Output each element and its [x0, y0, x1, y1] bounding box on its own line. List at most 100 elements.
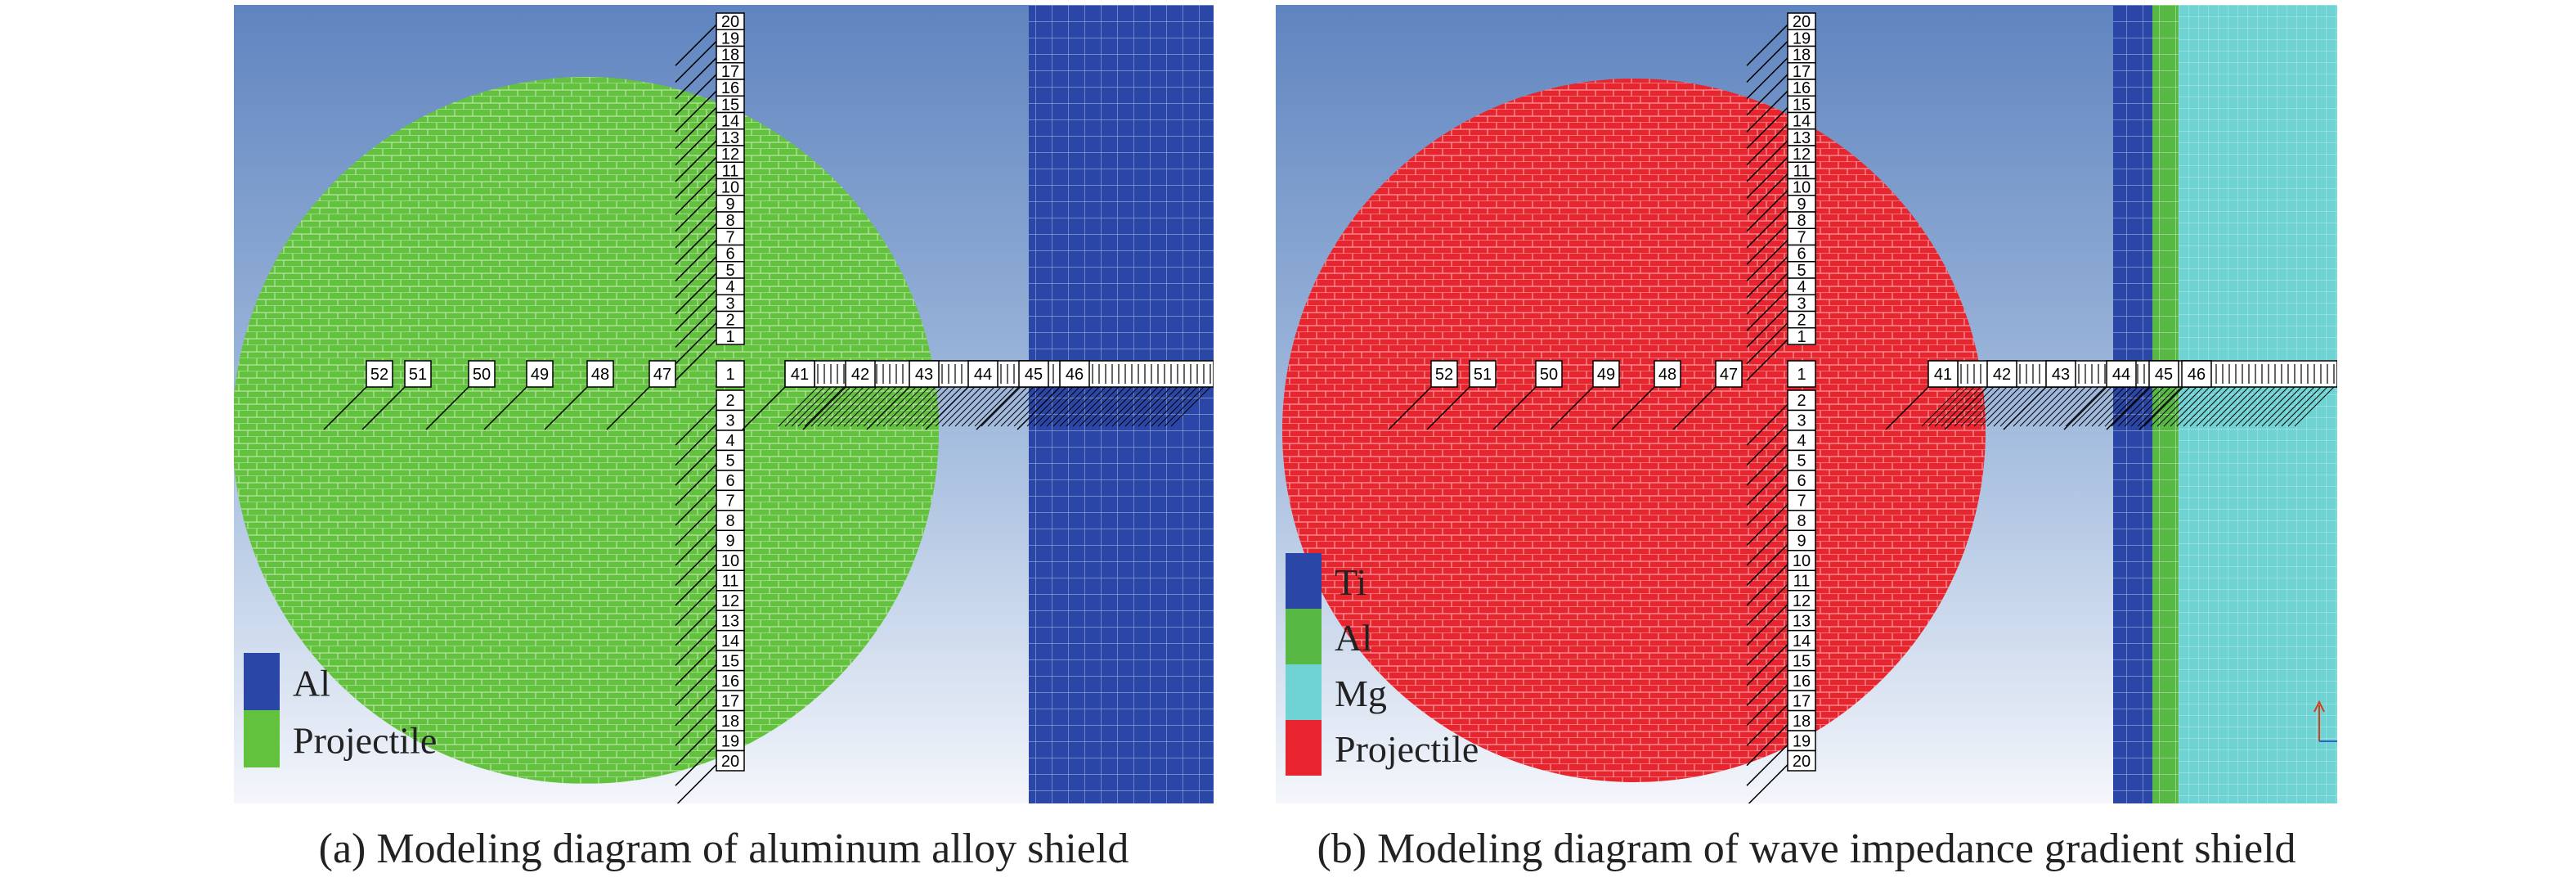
- svg-text:18: 18: [721, 713, 739, 731]
- svg-text:48: 48: [591, 366, 609, 384]
- gauge-leader: [675, 704, 717, 746]
- gauge-41: 41: [1928, 360, 1959, 388]
- gauge-leader: [1746, 583, 1788, 626]
- svg-text:50: 50: [473, 366, 491, 384]
- gauge-leader: [544, 385, 590, 430]
- gauge-leader: [1746, 40, 1788, 83]
- gauge-leader: [675, 140, 717, 182]
- svg-text:13: 13: [721, 612, 739, 630]
- svg-text:18: 18: [1793, 713, 1811, 731]
- gauge-leader: [1746, 684, 1788, 727]
- gauge-16: 16: [1787, 79, 1816, 97]
- gauge-52: 52: [366, 360, 393, 388]
- svg-text:1: 1: [1797, 366, 1806, 384]
- gauge-leader: [675, 664, 717, 706]
- gauge-9: 9: [1787, 529, 1816, 551]
- svg-text:2: 2: [1797, 312, 1806, 330]
- svg-text:15: 15: [721, 652, 739, 670]
- gauge-leader: [675, 256, 717, 299]
- gauge-2: 2: [716, 389, 745, 412]
- legend-label: Ti: [1335, 561, 1367, 603]
- svg-text:42: 42: [1993, 366, 2011, 384]
- gauge-4: 4: [716, 277, 745, 296]
- gauge-leader: [675, 424, 717, 466]
- gauge-45: 45: [1018, 360, 1049, 388]
- svg-text:16: 16: [1793, 79, 1811, 97]
- gauge-15: 15: [1787, 95, 1816, 114]
- gauge-51: 51: [404, 360, 432, 388]
- gauge-leader: [1746, 106, 1788, 149]
- svg-text:20: 20: [1793, 13, 1811, 31]
- gauge-42: 42: [1986, 360, 2017, 388]
- gauge-leader: [675, 239, 717, 281]
- svg-text:9: 9: [725, 196, 734, 214]
- gauge-leader: [1492, 385, 1538, 430]
- gauge-leader: [1746, 206, 1788, 249]
- gauge-leader: [1746, 744, 1788, 786]
- gauge-leader: [1746, 256, 1788, 299]
- gauge-leader: [675, 484, 717, 526]
- svg-text:1: 1: [725, 366, 734, 384]
- legend-swatch: [244, 710, 280, 767]
- svg-text:19: 19: [721, 29, 739, 47]
- svg-text:49: 49: [1597, 366, 1615, 384]
- svg-text:14: 14: [721, 632, 739, 650]
- gauge-leader: [675, 543, 717, 586]
- svg-text:4: 4: [725, 278, 734, 296]
- gauge-9: 9: [716, 529, 745, 551]
- gauge-15: 15: [716, 95, 745, 114]
- legend-swatch: [1286, 553, 1322, 609]
- gauge-13: 13: [1787, 610, 1816, 632]
- svg-text:5: 5: [1797, 262, 1806, 280]
- gauge-7: 7: [1787, 227, 1816, 246]
- gauge-leader: [675, 403, 717, 446]
- gauge-leader: [1746, 664, 1788, 706]
- svg-text:19: 19: [721, 732, 739, 750]
- gauge-leader: [1746, 704, 1788, 746]
- gauge-leader: [1388, 385, 1434, 430]
- svg-text:9: 9: [1797, 533, 1806, 551]
- gauge-18: 18: [716, 709, 745, 731]
- gauge-leader: [675, 524, 717, 566]
- svg-text:13: 13: [721, 129, 739, 147]
- gauge-center-1: 1: [1787, 360, 1816, 388]
- gauge-leader: [675, 443, 717, 486]
- gauge-leader: [742, 385, 788, 430]
- gauge-44: 44: [967, 360, 999, 388]
- svg-text:52: 52: [1435, 366, 1453, 384]
- gauge-leader: [1746, 604, 1788, 646]
- svg-text:43: 43: [915, 366, 933, 384]
- gauge-leader: [1611, 385, 1657, 430]
- gauge-leader: [675, 106, 717, 149]
- gauge-11: 11: [1787, 161, 1816, 180]
- svg-text:20: 20: [1793, 753, 1811, 771]
- legend-item-projectile: Projectile: [244, 710, 437, 767]
- gauge-12: 12: [716, 145, 745, 164]
- svg-text:1: 1: [725, 328, 734, 346]
- gauge-leader: [1746, 57, 1788, 100]
- svg-text:20: 20: [721, 13, 739, 31]
- gauge-8: 8: [1787, 211, 1816, 230]
- svg-text:3: 3: [1797, 412, 1806, 430]
- gauge-14: 14: [1787, 111, 1816, 131]
- gauge-leader: [675, 190, 717, 232]
- gauge-leader: [1746, 124, 1788, 166]
- gauge-19: 19: [1787, 29, 1816, 47]
- gauge-13: 13: [1787, 128, 1816, 147]
- svg-text:8: 8: [725, 512, 734, 530]
- svg-text:17: 17: [1793, 63, 1811, 81]
- gauge-44: 44: [2106, 360, 2137, 388]
- svg-text:42: 42: [851, 366, 869, 384]
- svg-text:14: 14: [1793, 113, 1811, 131]
- svg-text:51: 51: [1474, 366, 1492, 384]
- gauge-51: 51: [1469, 360, 1497, 388]
- legend-item-projectile: Projectile: [1286, 720, 1479, 776]
- gauge-14: 14: [716, 629, 745, 651]
- svg-text:4: 4: [1797, 432, 1806, 450]
- gauge-2: 2: [716, 310, 745, 330]
- gauge-8: 8: [1787, 510, 1816, 532]
- gauge-leader: [675, 40, 717, 83]
- gauge-leader: [675, 623, 717, 666]
- svg-text:47: 47: [1720, 366, 1738, 384]
- gauge-center-1: 1: [716, 360, 745, 388]
